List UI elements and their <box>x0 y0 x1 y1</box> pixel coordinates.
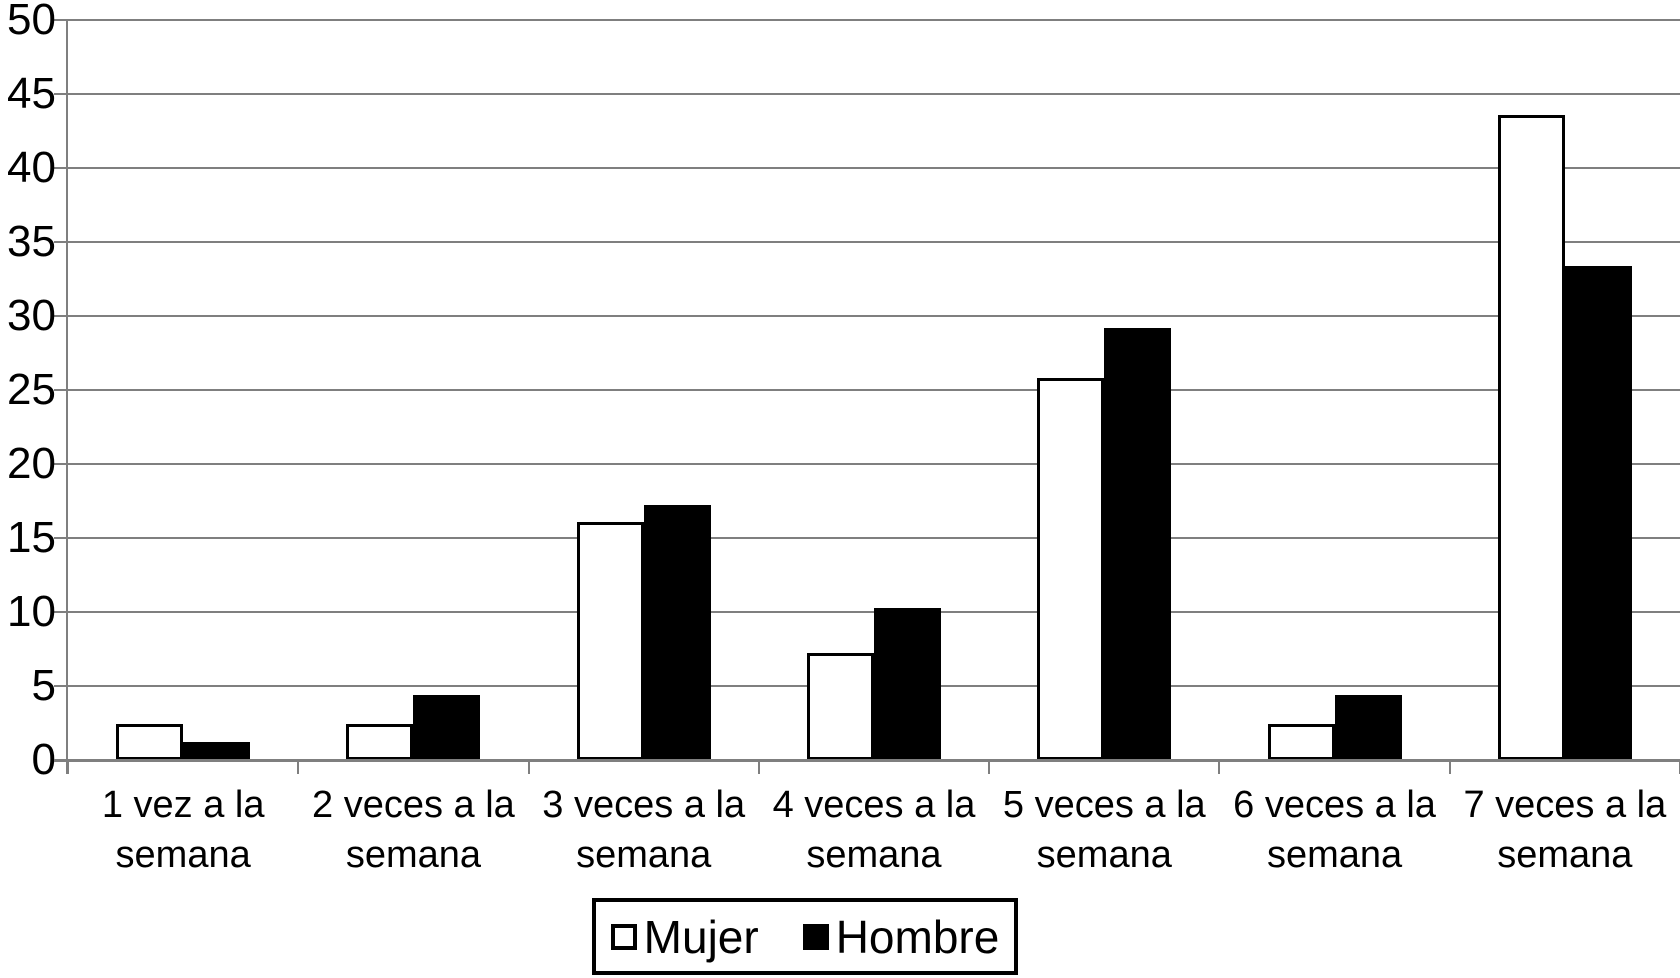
x-category-label-5: 5 veces a la semana <box>1002 784 1206 877</box>
y-tick-30 <box>54 315 68 317</box>
y-tick-45 <box>54 93 68 95</box>
bar-hombre-6 <box>1334 695 1402 760</box>
bar-mujer-7 <box>1497 115 1565 760</box>
gridline-35 <box>68 241 1680 243</box>
hombre-swatch-icon <box>802 923 829 950</box>
y-tick-20 <box>54 463 68 465</box>
x-category-label-1: 1 vez a la semana <box>101 784 265 877</box>
x-tick-3 <box>757 760 760 774</box>
gridline-45 <box>68 93 1680 95</box>
gridline-25 <box>68 389 1680 391</box>
legend-item-mujer: Mujer <box>610 910 759 964</box>
x-category-label-6: 6 veces a la semana <box>1233 784 1436 877</box>
legend-label-mujer: Mujer <box>643 910 759 963</box>
y-tick-label-5: 5 <box>31 661 56 710</box>
bar-hombre-5 <box>1104 328 1172 760</box>
bar-hombre-3 <box>643 505 711 760</box>
y-tick-40 <box>54 167 68 169</box>
y-tick-label-10: 10 <box>7 587 56 636</box>
bar-hombre-7 <box>1564 266 1632 760</box>
legend-item-hombre: Hombre <box>802 910 1000 964</box>
y-tick-label-30: 30 <box>7 291 56 340</box>
gridline-50 <box>68 19 1680 21</box>
y-tick-label-45: 45 <box>7 69 56 118</box>
y-tick-15 <box>54 537 68 539</box>
y-tick-35 <box>54 241 68 243</box>
x-tick-6 <box>1448 760 1451 774</box>
bar-hombre-2 <box>413 695 481 760</box>
x-tick-0 <box>67 760 69 774</box>
gridline-15 <box>68 537 1680 539</box>
x-tick-2 <box>527 760 530 774</box>
y-tick-25 <box>54 389 68 391</box>
bar-hombre-1 <box>183 742 251 760</box>
x-category-label-2: 2 veces a la semana <box>312 784 515 877</box>
legend: Mujer Hombre <box>592 898 1018 975</box>
gridline-20 <box>68 463 1680 465</box>
y-tick-label-0: 0 <box>31 735 56 784</box>
legend-label-hombre: Hombre <box>835 910 1000 963</box>
bar-mujer-3 <box>576 522 644 760</box>
x-category-label-7: 7 veces a la semana <box>1463 784 1667 877</box>
x-category-label-3: 3 veces a la semana <box>542 784 746 877</box>
bar-mujer-4 <box>807 653 874 760</box>
y-axis-line <box>66 19 68 774</box>
y-tick-label-40: 40 <box>7 143 56 192</box>
bar-hombre-4 <box>874 608 941 760</box>
gridline-40 <box>68 167 1680 169</box>
x-tick-1 <box>297 760 300 774</box>
bar-mujer-5 <box>1037 378 1105 760</box>
y-tick-label-15: 15 <box>7 513 56 562</box>
bar-mujer-1 <box>116 724 184 760</box>
y-tick-50 <box>54 19 68 21</box>
x-tick-4 <box>988 760 991 774</box>
y-tick-label-20: 20 <box>7 439 56 488</box>
bar-mujer-2 <box>346 724 414 760</box>
mujer-swatch-icon <box>610 923 637 950</box>
bar-mujer-6 <box>1267 724 1335 760</box>
x-axis-line <box>54 759 1680 762</box>
y-tick-label-50: 50 <box>7 0 56 44</box>
y-tick-10 <box>54 611 68 613</box>
y-tick-label-35: 35 <box>7 217 56 266</box>
y-tick-label-25: 25 <box>7 365 56 414</box>
y-tick-5 <box>54 685 68 687</box>
x-category-label-4: 4 veces a la semana <box>772 784 976 877</box>
gridline-30 <box>68 315 1680 317</box>
x-tick-5 <box>1218 760 1221 774</box>
